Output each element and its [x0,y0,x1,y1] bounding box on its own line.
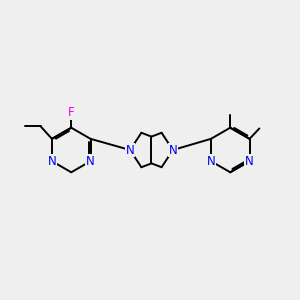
Text: N: N [207,154,215,168]
Text: F: F [68,106,74,119]
Text: N: N [48,154,56,168]
Text: N: N [169,143,177,157]
Text: N: N [245,154,254,168]
Text: N: N [126,143,134,157]
Text: N: N [86,154,95,168]
